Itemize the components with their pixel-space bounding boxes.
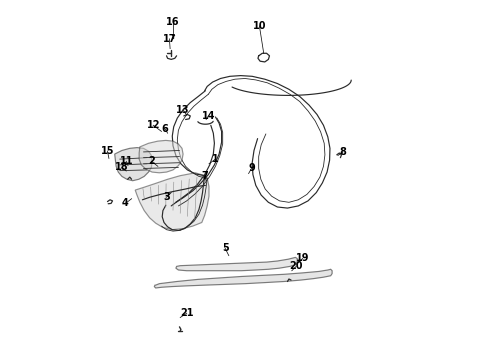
Text: 12: 12 (147, 120, 160, 130)
Text: 18: 18 (115, 162, 129, 172)
Text: 10: 10 (253, 21, 266, 31)
Text: 6: 6 (162, 124, 169, 134)
Text: 16: 16 (166, 17, 180, 27)
Text: 5: 5 (222, 243, 228, 253)
Polygon shape (135, 173, 209, 230)
Text: 14: 14 (201, 111, 215, 121)
Text: 15: 15 (101, 146, 114, 156)
Polygon shape (139, 140, 183, 173)
Text: 4: 4 (122, 198, 129, 208)
Text: 17: 17 (163, 34, 176, 44)
Text: 13: 13 (176, 105, 190, 115)
Polygon shape (115, 148, 152, 181)
Text: 20: 20 (290, 261, 303, 271)
Polygon shape (176, 257, 297, 271)
Text: 8: 8 (340, 147, 346, 157)
Text: 11: 11 (120, 156, 133, 166)
Polygon shape (154, 269, 332, 288)
Text: 1: 1 (212, 154, 219, 164)
Text: 19: 19 (296, 253, 309, 264)
Text: 3: 3 (163, 192, 170, 202)
Text: 2: 2 (148, 156, 155, 166)
Text: 9: 9 (248, 163, 255, 174)
Text: 21: 21 (180, 308, 194, 318)
Text: 7: 7 (201, 171, 208, 181)
